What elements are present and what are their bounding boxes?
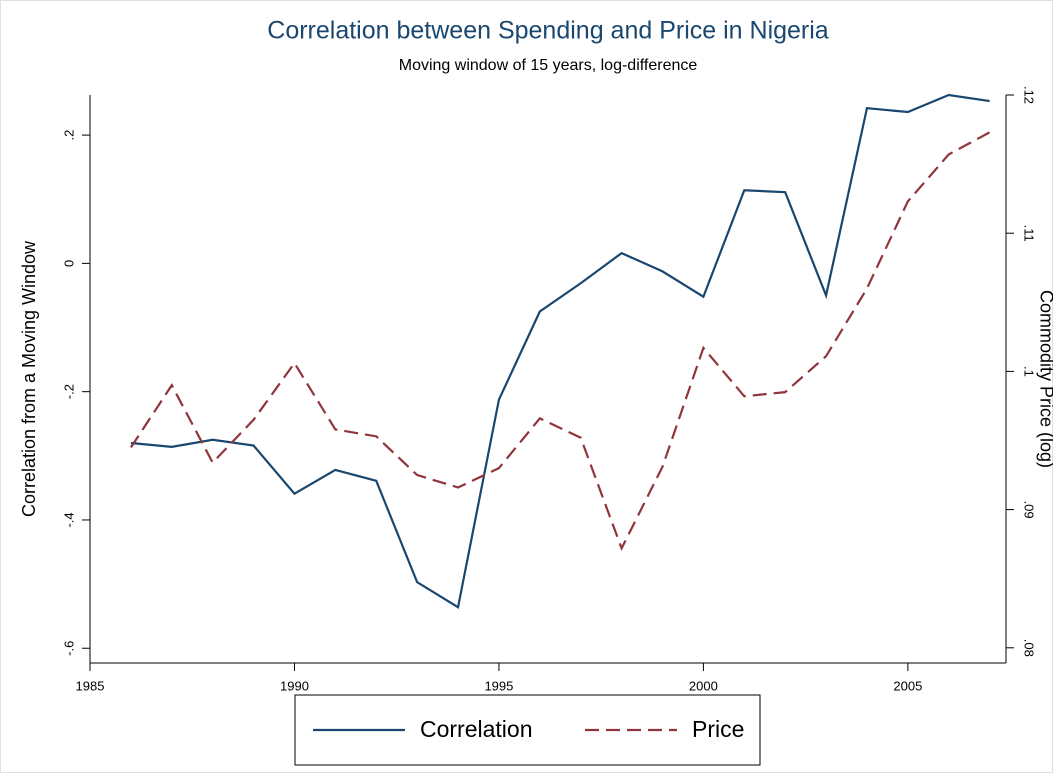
y2-tick-label: .1 [1022, 366, 1037, 377]
y-tick-label: .2 [61, 130, 76, 141]
x-tick-label: 2005 [893, 678, 922, 693]
y-tick-label: -.2 [61, 384, 76, 399]
y-tick-label: -.4 [61, 512, 76, 527]
y2-tick-label: .11 [1022, 225, 1037, 242]
x-tick-label: 1990 [280, 678, 309, 693]
y2-tick-label: .12 [1022, 86, 1037, 104]
series-line [129, 131, 991, 552]
y2-tick-label: .09 [1022, 501, 1037, 519]
x-tick-label: 2000 [689, 678, 718, 693]
y-tick-label: 0 [61, 260, 76, 267]
x-tick-label: 1985 [76, 678, 105, 693]
x-tick-label: 1995 [484, 678, 513, 693]
legend-label: Price [692, 716, 744, 742]
y-axis-label: Correlation from a Moving Window [19, 240, 39, 517]
y2-tick-label: .08 [1022, 639, 1037, 657]
y-tick-label: -.6 [61, 641, 76, 656]
y2-axis-label: Commodity Price (log) [1036, 290, 1053, 468]
series-line [130, 93, 990, 609]
chart-subtitle: Moving window of 15 years, log-differenc… [399, 57, 698, 74]
legend-label: Correlation [420, 716, 533, 742]
chart-title: Correlation between Spending and Price i… [267, 17, 829, 45]
